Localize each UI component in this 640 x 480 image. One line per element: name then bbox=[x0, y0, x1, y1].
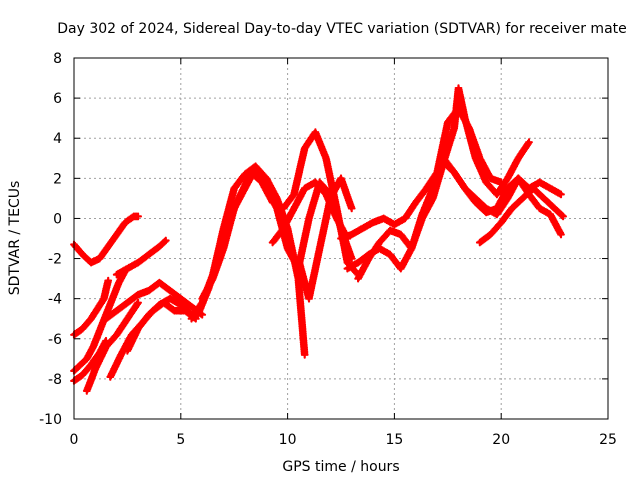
series-s1 bbox=[70, 212, 142, 267]
y-tick-label: 4 bbox=[53, 131, 62, 147]
data-series-layer bbox=[70, 84, 567, 395]
y-tick-label: -8 bbox=[48, 372, 62, 388]
y-tick-label: 0 bbox=[53, 211, 62, 227]
x-tick-label: 15 bbox=[385, 432, 403, 448]
y-tick-label: 6 bbox=[53, 91, 62, 107]
x-axis-label: GPS time / hours bbox=[282, 459, 399, 475]
y-tick-label: -6 bbox=[48, 332, 62, 348]
grid-lines bbox=[74, 58, 608, 419]
series-s9 bbox=[123, 294, 196, 355]
series-s14 bbox=[294, 174, 356, 303]
x-tick-label: 20 bbox=[492, 432, 510, 448]
y-tick-label: -4 bbox=[48, 292, 62, 308]
series-s7 bbox=[102, 278, 207, 323]
axis-ticks: 0 5 10 15 20 25 -10 -8 -6 -4 -2 0 2 4 6 8 bbox=[39, 51, 617, 448]
y-tick-label: -10 bbox=[39, 412, 62, 428]
series-s18 bbox=[428, 158, 565, 239]
series-s6 bbox=[82, 298, 142, 395]
x-tick-label: 0 bbox=[70, 432, 79, 448]
series-s19 bbox=[475, 184, 567, 247]
x-tick-label: 10 bbox=[279, 432, 297, 448]
series-s5 bbox=[112, 236, 170, 279]
y-axis-label: SDTVAR / TECUs bbox=[7, 181, 23, 296]
y-tick-label: 2 bbox=[53, 171, 62, 187]
y-tick-label: -2 bbox=[48, 252, 62, 268]
y-tick-label: 8 bbox=[53, 51, 62, 67]
plot-frame bbox=[73, 57, 609, 420]
series-s10 bbox=[187, 162, 309, 359]
x-tick-label: 25 bbox=[599, 432, 617, 448]
x-tick-label: 5 bbox=[176, 432, 185, 448]
chart-title: Day 302 of 2024, Sidereal Day-to-day VTE… bbox=[57, 21, 627, 37]
